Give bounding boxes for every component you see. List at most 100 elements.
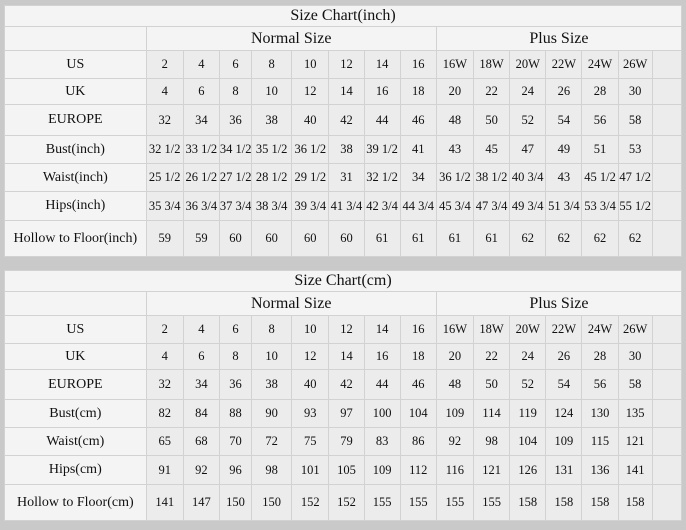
size-cell: 45 3/4 — [435, 191, 474, 221]
size-cell: 14 — [363, 50, 401, 79]
size-cell: 130 — [581, 399, 619, 428]
row-label: US — [4, 50, 147, 79]
table-row: Hips(cm) 91 92 96 98 101 105 109 112 116 121 126 131… — [4, 455, 683, 485]
size-cell: 12 — [291, 78, 330, 105]
size-cell: 53 — [617, 135, 653, 164]
table-row: US 2 4 6 8 10 12 14 16 16W 18W 20W 22W 24W 26W — [4, 315, 683, 344]
size-cell: 6 — [182, 78, 220, 105]
size-cell: 40 — [291, 104, 330, 136]
size-cell: 101 — [291, 455, 330, 485]
size-cell: 30 — [617, 78, 653, 105]
filler-cell — [651, 315, 683, 344]
size-cell: 124 — [545, 399, 583, 428]
size-cell: 2 — [145, 315, 184, 344]
chart-title: Size Chart(cm) — [4, 270, 682, 292]
size-cell: 58 — [617, 104, 653, 136]
filler-cell — [651, 78, 683, 105]
size-cell: 24W — [581, 50, 619, 79]
row-label: Waist(inch) — [4, 163, 147, 192]
size-cell: 155 — [399, 484, 437, 521]
row-label: Bust(cm) — [4, 399, 147, 428]
size-cell: 42 3/4 — [363, 191, 401, 221]
size-cell: 79 — [328, 427, 365, 456]
size-cell: 88 — [218, 399, 253, 428]
filler-cell — [651, 343, 683, 370]
size-cell: 141 — [145, 484, 184, 521]
size-cell: 4 — [182, 50, 220, 79]
size-cell: 58 — [617, 369, 653, 400]
table-row: Bust(cm) 82 84 88 90 93 97 100 104 109 114 119 124 13… — [4, 399, 683, 428]
size-cell: 98 — [251, 455, 293, 485]
size-cell: 26W — [617, 50, 653, 79]
size-cell: 35 3/4 — [145, 191, 184, 221]
size-cell: 41 3/4 — [328, 191, 365, 221]
size-cell: 12 — [291, 343, 330, 370]
size-cell: 16W — [435, 315, 474, 344]
size-cell: 61 — [435, 220, 474, 257]
size-cell: 47 — [509, 135, 547, 164]
plus-size-header: Plus Size — [435, 291, 683, 316]
size-cell: 29 1/2 — [291, 163, 330, 192]
table-row: EUROPE 32 34 36 38 40 42 44 46 48 50 52 54 56 58 — [4, 104, 683, 136]
size-cell: 48 — [435, 104, 474, 136]
size-cell: 39 3/4 — [291, 191, 330, 221]
size-cell: 30 — [617, 343, 653, 370]
row-label: US — [4, 315, 147, 344]
size-cell: 92 — [182, 455, 220, 485]
size-cell: 49 — [545, 135, 583, 164]
size-cell: 33 1/2 — [182, 135, 220, 164]
size-cell: 65 — [145, 427, 184, 456]
size-cell: 50 — [472, 104, 511, 136]
size-cell: 136 — [581, 455, 619, 485]
size-cell: 27 1/2 — [218, 163, 253, 192]
size-cell: 18 — [399, 343, 437, 370]
table-row: UK 4 6 8 10 12 14 16 18 20 22 24 26 28 30 — [4, 78, 683, 105]
size-cell: 75 — [291, 427, 330, 456]
size-cell: 24 — [509, 78, 547, 105]
size-cell: 54 — [545, 369, 583, 400]
size-cell: 60 — [251, 220, 293, 257]
row-label: UK — [4, 78, 147, 105]
table-row: US 2 4 6 8 10 12 14 16 16W 18W 20W 22W 24W 26W — [4, 50, 683, 79]
size-cell: 16 — [399, 50, 437, 79]
table-row: Waist(inch) 25 1/2 26 1/2 27 1/2 28 1/2 29 1/… — [4, 163, 683, 192]
size-cell: 20W — [509, 50, 547, 79]
size-cell: 152 — [291, 484, 330, 521]
size-cell: 10 — [251, 343, 293, 370]
size-cell: 4 — [145, 78, 184, 105]
size-cell: 39 1/2 — [363, 135, 401, 164]
size-cell: 28 — [581, 78, 619, 105]
size-cell: 62 — [545, 220, 583, 257]
size-cell: 52 — [509, 104, 547, 136]
size-cell: 155 — [472, 484, 511, 521]
size-cell: 4 — [145, 343, 184, 370]
size-cell: 53 3/4 — [581, 191, 619, 221]
size-cell: 26 — [545, 343, 583, 370]
size-cell: 59 — [182, 220, 220, 257]
size-cell: 8 — [251, 315, 293, 344]
size-cell: 83 — [363, 427, 401, 456]
row-label: Hollow to Floor(inch) — [4, 220, 147, 257]
row-label: UK — [4, 343, 147, 370]
size-cell: 38 — [251, 104, 293, 136]
size-cell: 24 — [509, 343, 547, 370]
row-label: Hips(inch) — [4, 191, 147, 221]
size-cell: 109 — [363, 455, 401, 485]
size-cell: 6 — [218, 50, 253, 79]
size-cell: 54 — [545, 104, 583, 136]
size-cell: 35 1/2 — [251, 135, 293, 164]
size-cell: 121 — [472, 455, 511, 485]
size-cell: 26W — [617, 315, 653, 344]
filler-cell — [651, 427, 683, 456]
size-chart-cm: Size Chart(cm) Normal Size Plus Size US 2 4 6 8… — [4, 270, 683, 521]
size-cell: 68 — [182, 427, 220, 456]
filler-cell — [651, 191, 683, 221]
size-cell: 135 — [617, 399, 653, 428]
size-cell: 100 — [363, 399, 401, 428]
row-label: EUROPE — [4, 369, 147, 400]
size-cell: 10 — [251, 78, 293, 105]
size-cell: 22W — [545, 315, 583, 344]
size-cell: 45 1/2 — [581, 163, 619, 192]
size-cell: 38 3/4 — [251, 191, 293, 221]
table-row: Hollow to Floor(cm) 141 147 150 150 152 152 155… — [4, 484, 683, 521]
